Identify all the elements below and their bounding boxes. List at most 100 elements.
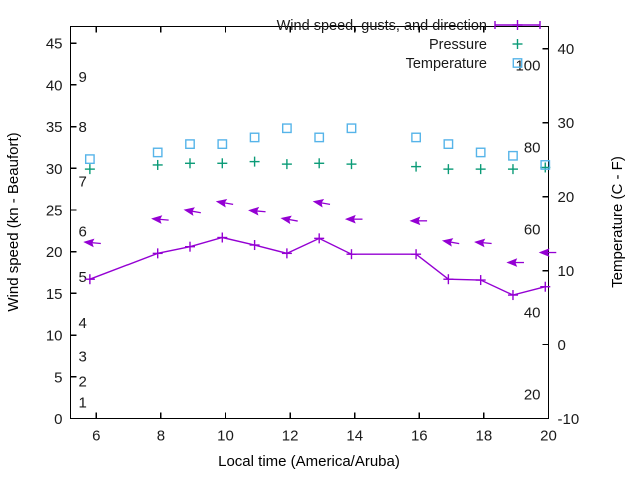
- legend-marker-plus: [512, 20, 523, 30]
- plot-frame: [69, 25, 550, 420]
- fahrenheit-label: 100: [515, 57, 540, 74]
- y2-tick-label: -10: [558, 411, 580, 428]
- beaufort-label: 5: [79, 269, 87, 286]
- legend-marker-plus: [512, 39, 523, 49]
- y2-tick-label: 10: [558, 263, 575, 280]
- y-tick-label: 10: [46, 328, 63, 345]
- pressure-point: [475, 164, 486, 175]
- temperature-point: [185, 139, 195, 149]
- y-tick-label: 45: [46, 36, 63, 53]
- wind-speed-point: [152, 248, 163, 259]
- fahrenheit-label: 40: [524, 304, 541, 321]
- x-axis-title: Local time (America/Aruba): [218, 453, 400, 470]
- temperature-point: [152, 147, 163, 158]
- wind-direction-arrow: [441, 238, 460, 247]
- pressure-point: [314, 158, 325, 169]
- wind-speed-point: [281, 248, 292, 259]
- y-axis-title: Wind speed (kn - Beaufort): [5, 132, 22, 311]
- wind-direction-arrow: [538, 248, 557, 257]
- temperature-point: [314, 132, 325, 143]
- chart-legend: Wind speed, gusts, and direction Pressure…: [277, 18, 541, 72]
- wind-direction-arrow: [344, 214, 363, 224]
- temperature-series: [84, 123, 551, 170]
- pressure-point: [249, 156, 260, 167]
- pressure-point: [346, 159, 357, 170]
- wind-direction-arrow: [280, 215, 298, 225]
- beaufort-label: 4: [79, 315, 87, 332]
- y2-tick-label: 30: [558, 115, 575, 132]
- x-tick-label: 16: [411, 428, 428, 445]
- x-tick-label: 6: [92, 428, 100, 445]
- beaufort-label: 2: [79, 373, 87, 390]
- wind-direction-arrow: [474, 238, 492, 248]
- wind-speed-point: [185, 241, 195, 252]
- y2-tick-label: 20: [558, 189, 575, 206]
- beaufort-label: 3: [79, 348, 87, 365]
- legend-marker-square: [512, 58, 523, 68]
- fahrenheit-label: 80: [524, 140, 541, 157]
- y2-axis-title: Temperature (C - F): [609, 156, 626, 288]
- wind-speed-point: [443, 274, 454, 285]
- beaufort-scale-labels: 1 2 3 4 5 6 7 8 9: [79, 69, 87, 411]
- wind-direction-arrow: [409, 216, 428, 226]
- y-axis-ticks: 0 5 10 15 20 25 30 35 40 45: [46, 36, 77, 428]
- pressure-point: [152, 159, 163, 170]
- y-tick-label: 40: [46, 77, 63, 94]
- wind-speed-point: [507, 290, 518, 301]
- wind-speed-point: [475, 275, 486, 286]
- wind-speed-point: [540, 281, 551, 292]
- beaufort-label: 1: [79, 394, 87, 411]
- wind-direction-arrow: [312, 198, 331, 208]
- y2-axis-ticks: -10 0 10 20 30 40: [542, 41, 580, 428]
- pressure-point: [443, 164, 454, 175]
- fahrenheit-label: 20: [524, 387, 541, 404]
- wind-direction-arrow: [215, 198, 234, 208]
- temperature-point: [217, 139, 228, 149]
- wind-speed-point: [346, 249, 357, 260]
- wind-direction-arrow: [83, 238, 101, 248]
- pressure-point: [411, 161, 422, 172]
- fahrenheit-label: 60: [524, 222, 541, 239]
- x-tick-label: 14: [346, 428, 363, 445]
- pressure-point: [507, 164, 518, 175]
- y-tick-label: 5: [54, 369, 62, 386]
- temperature-point: [346, 123, 357, 134]
- temperature-point: [281, 123, 292, 134]
- wind-direction-arrows-series: [83, 198, 557, 267]
- wind-direction-arrow: [248, 206, 266, 216]
- x-tick-label: 12: [282, 428, 299, 445]
- beaufort-label: 6: [79, 223, 87, 240]
- legend-label: Wind speed, gusts, and direction: [277, 18, 487, 34]
- pressure-point: [84, 164, 95, 175]
- wind-speed-point: [314, 233, 325, 244]
- y-tick-label: 15: [46, 286, 63, 303]
- legend-sample-wind: [494, 20, 541, 30]
- temperature-point: [249, 132, 260, 143]
- wind-speed-series: [84, 232, 551, 301]
- pressure-series: [84, 156, 551, 175]
- temperature-point: [84, 154, 95, 165]
- wind-speed-point: [249, 240, 260, 251]
- beaufort-label: 8: [79, 119, 87, 136]
- x-tick-label: 8: [157, 428, 165, 445]
- temperature-point: [443, 139, 454, 149]
- x-tick-label: 20: [540, 428, 557, 445]
- beaufort-label: 7: [79, 173, 87, 190]
- x-tick-label: 18: [476, 428, 493, 445]
- y-tick-label: 30: [46, 161, 63, 178]
- temperature-point: [508, 150, 518, 161]
- x-tick-label: 10: [217, 428, 234, 445]
- pressure-point: [540, 162, 551, 173]
- wind-direction-arrow: [183, 207, 201, 216]
- wind-direction-arrow: [151, 215, 169, 224]
- temperature-point: [411, 132, 421, 143]
- beaufort-label: 9: [79, 69, 87, 86]
- y2-tick-label: 40: [558, 41, 575, 58]
- y-tick-label: 35: [46, 119, 63, 136]
- y-tick-label: 0: [54, 411, 62, 428]
- wind-speed-point: [84, 274, 95, 285]
- legend-label: Temperature: [406, 56, 487, 72]
